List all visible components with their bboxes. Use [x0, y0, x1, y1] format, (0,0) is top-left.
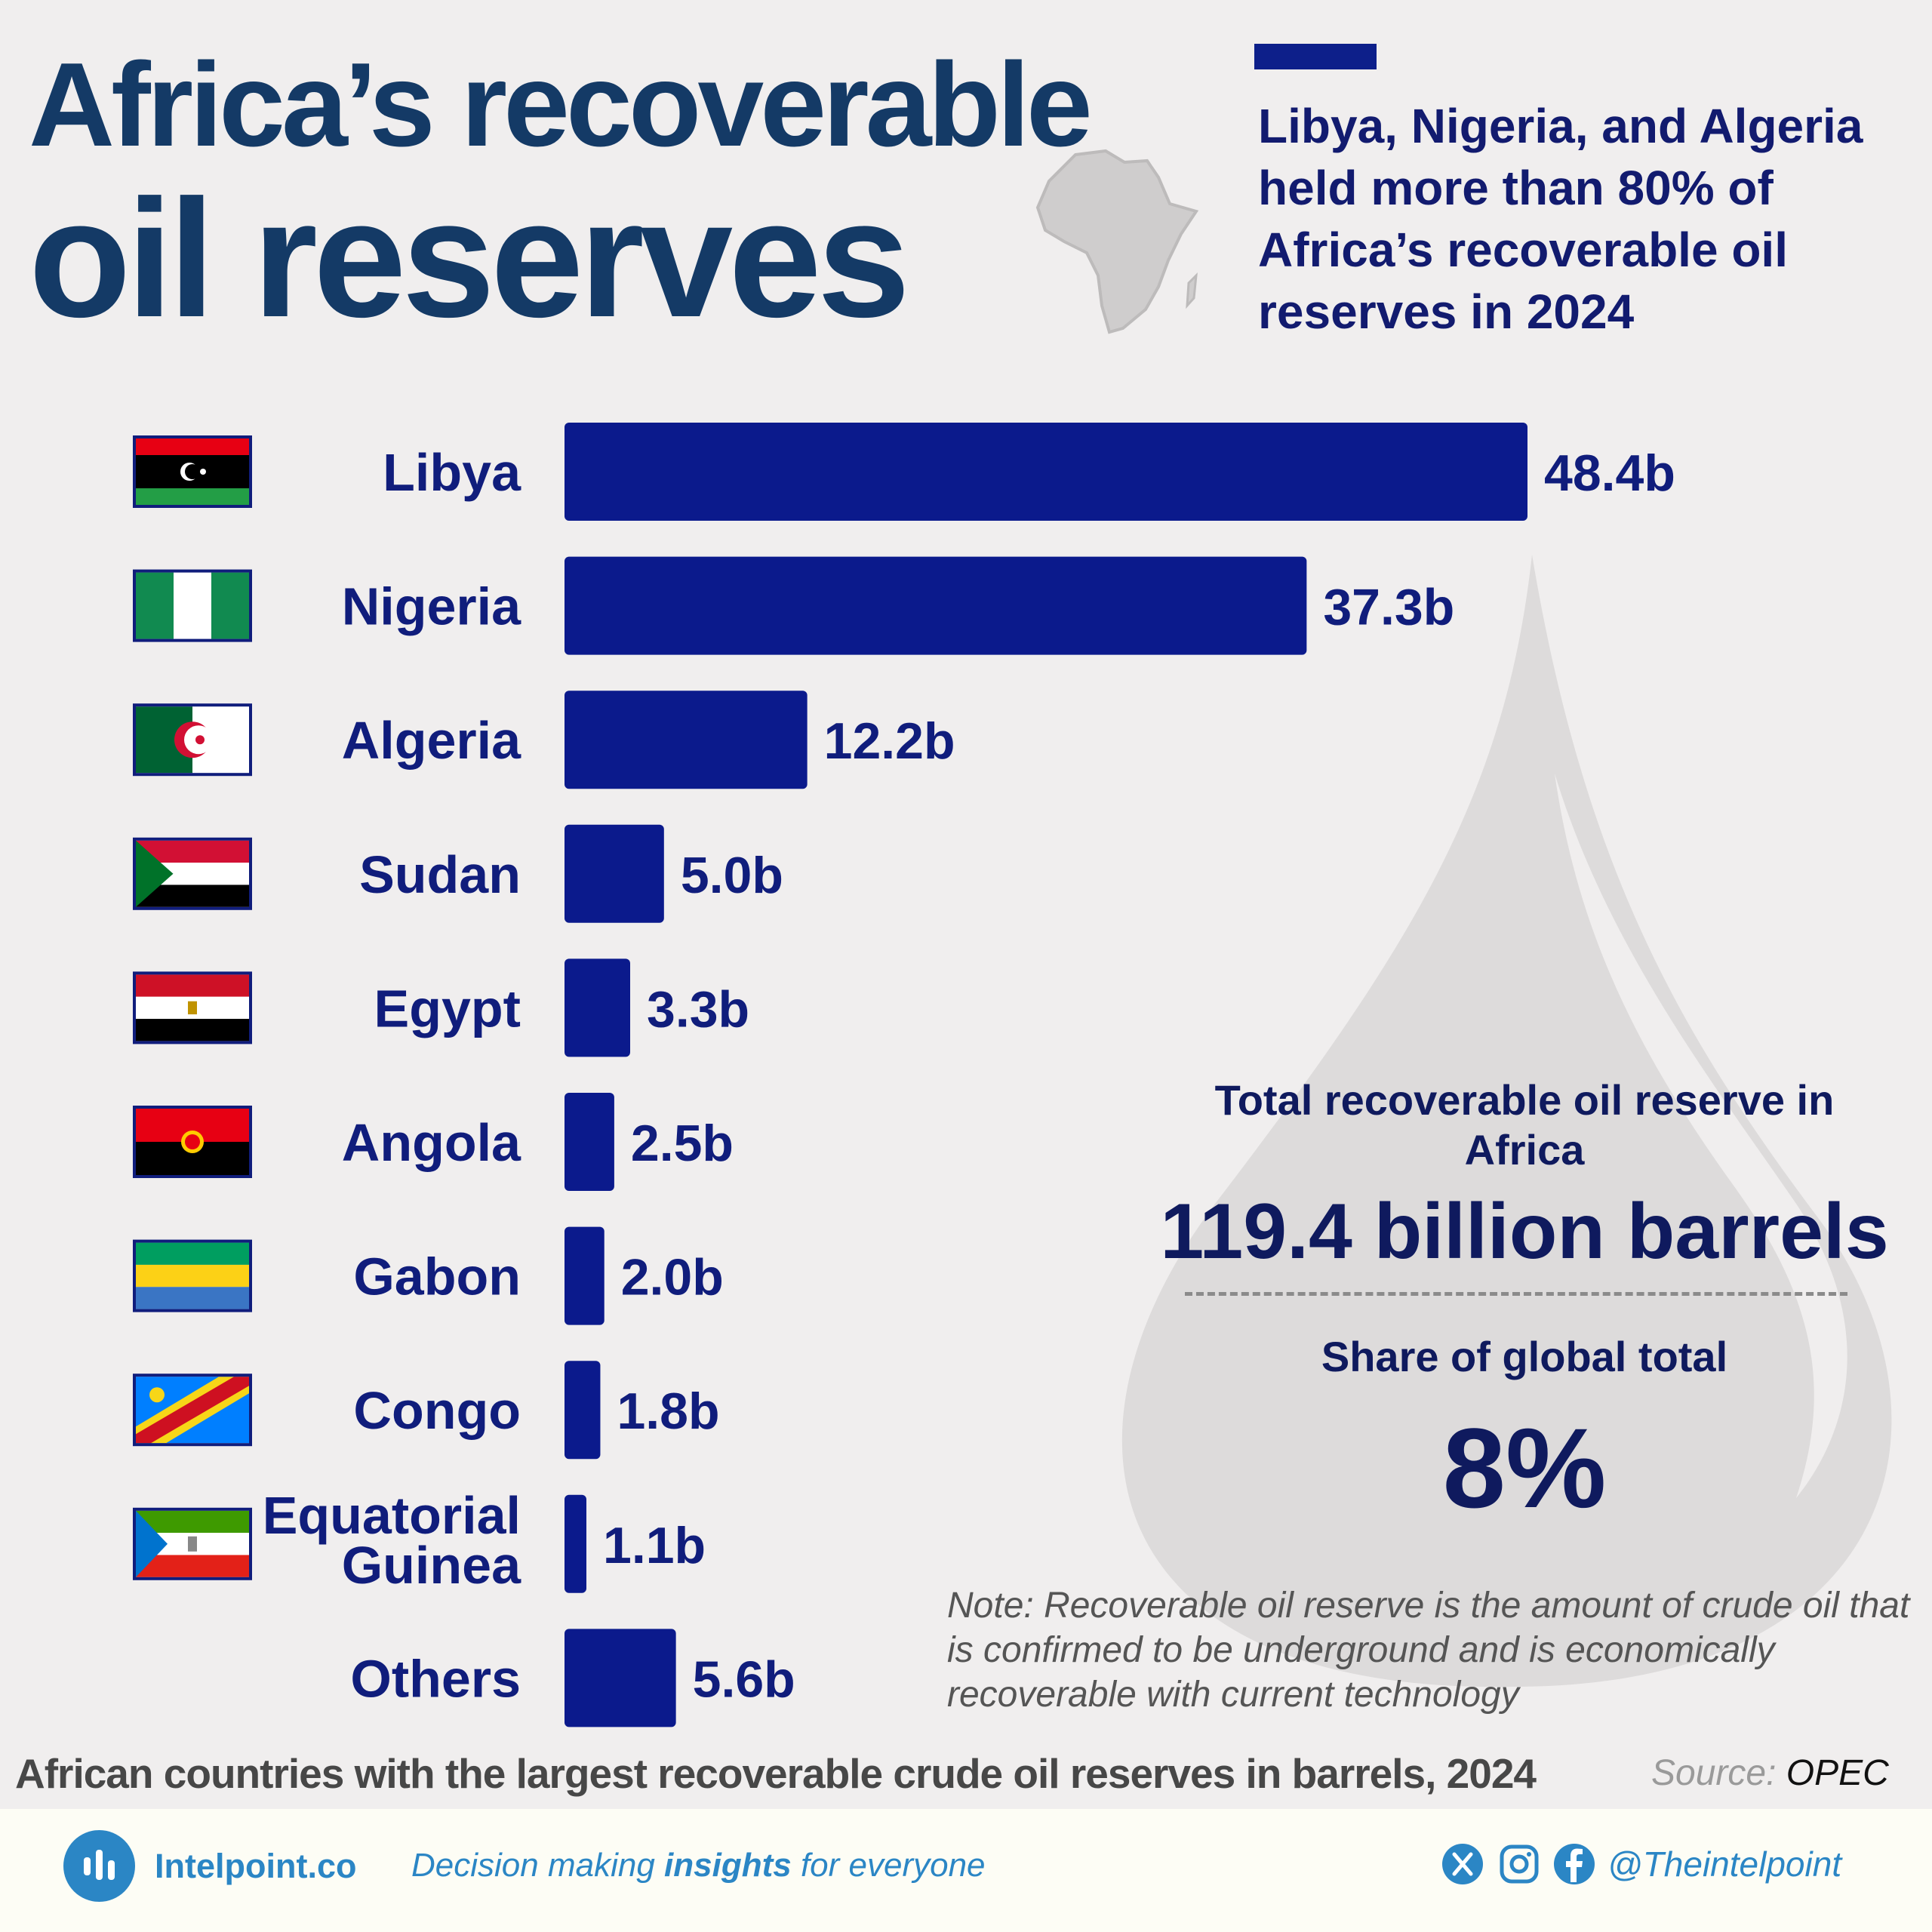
country-label: Angola [342, 1113, 521, 1172]
bar [565, 691, 808, 789]
value-label: 37.3b [1323, 579, 1454, 636]
source: Source: OPEC [1651, 1752, 1889, 1794]
flag-icon [133, 703, 252, 777]
note-text: Note: Recoverable oil reserve is the amo… [947, 1586, 1910, 1715]
bar-row: Sudan 5.0b [133, 824, 783, 923]
value-label: 2.5b [631, 1115, 734, 1172]
flag-icon [133, 1106, 252, 1178]
flag-icon [133, 837, 252, 910]
flag-icon [133, 1374, 252, 1447]
bar [565, 556, 1307, 655]
bar-row: Angola 2.5b [133, 1093, 734, 1191]
bar [565, 1494, 586, 1593]
country-label: Algeria [342, 711, 521, 770]
total-reserve-value: 119.4 billion barrels [1160, 1188, 1889, 1275]
africa-map-icon [1035, 149, 1199, 334]
value-label: 1.8b [617, 1383, 719, 1440]
flag-icon [133, 435, 252, 508]
bar-chart: Libya 48.4b Nigeria 37.3b Algeria 12.2b Sudan 5… [133, 423, 1675, 1727]
bar-row: Nigeria 37.3b [133, 556, 1454, 655]
bar [565, 1226, 605, 1325]
country-label: Nigeria [342, 577, 521, 636]
tagline-bold: insights [664, 1847, 792, 1884]
tagline-end: for everyone [791, 1847, 986, 1884]
divider [1185, 1292, 1847, 1296]
bar-row: Egypt 3.3b [133, 958, 749, 1057]
bar [565, 824, 664, 923]
subtitle: Libya, Nigeria, and Algeria held more th… [1258, 99, 1863, 339]
country-label: Libya [383, 443, 521, 502]
social-handle[interactable]: @Theintelpoint [1607, 1844, 1842, 1884]
country-label: Congo [353, 1381, 521, 1440]
flag-icon [133, 971, 252, 1044]
tagline: Decision making insights for everyone [411, 1847, 986, 1884]
country-label: Others [350, 1649, 521, 1708]
bar-row: Congo 1.8b [133, 1361, 720, 1460]
country-label: Equatorial Guinea [263, 1486, 521, 1595]
flag-icon [133, 569, 252, 642]
value-label: 1.1b [603, 1517, 706, 1574]
share-value: 8% [1442, 1404, 1607, 1531]
flag-icon [133, 1239, 252, 1312]
value-label: 5.6b [693, 1651, 795, 1708]
source-label: Source: [1651, 1753, 1777, 1793]
page-title-line1: Africa’s recoverable [29, 38, 1093, 171]
brand-link[interactable]: Intelpoint.co [155, 1847, 357, 1885]
footer [0, 1809, 1932, 1932]
bar-row: Gabon 2.0b [133, 1226, 724, 1325]
bar-row: Others 5.6b [350, 1629, 795, 1727]
value-label: 2.0b [621, 1249, 724, 1306]
bar-row: Equatorial Guinea 1.1b [133, 1486, 706, 1595]
x-icon[interactable] [1441, 1843, 1484, 1885]
bar [565, 423, 1527, 521]
flag-icon [133, 1507, 252, 1580]
bar [565, 958, 630, 1057]
bar-row: Algeria 12.2b [133, 691, 955, 789]
value-label: 12.2b [824, 712, 955, 770]
value-label: 3.3b [647, 980, 749, 1038]
page-title-line2: oil reserves [29, 165, 910, 352]
accent-bar [1254, 44, 1377, 69]
value-label: 5.0b [681, 847, 783, 904]
tagline-start: Decision making [411, 1847, 665, 1884]
source-value: OPEC [1786, 1753, 1889, 1793]
country-label: Sudan [359, 845, 521, 904]
facebook-icon[interactable] [1553, 1843, 1595, 1885]
bar [565, 1093, 614, 1191]
share-label: Share of global total [1321, 1333, 1728, 1380]
chart-caption: African countries with the largest recov… [15, 1750, 1537, 1797]
instagram-icon[interactable] [1498, 1843, 1540, 1885]
bar [565, 1629, 676, 1727]
intelpoint-logo-icon[interactable] [63, 1830, 135, 1902]
oil-drop-icon [1121, 555, 1892, 1687]
bar-row: Libya 48.4b [133, 423, 1675, 521]
bar [565, 1361, 601, 1460]
country-label: Gabon [353, 1247, 521, 1306]
total-reserve-label: Total recoverable oil reserve in Africa [1214, 1076, 1835, 1174]
country-label: Egypt [374, 979, 521, 1038]
value-label: 48.4b [1544, 445, 1675, 502]
